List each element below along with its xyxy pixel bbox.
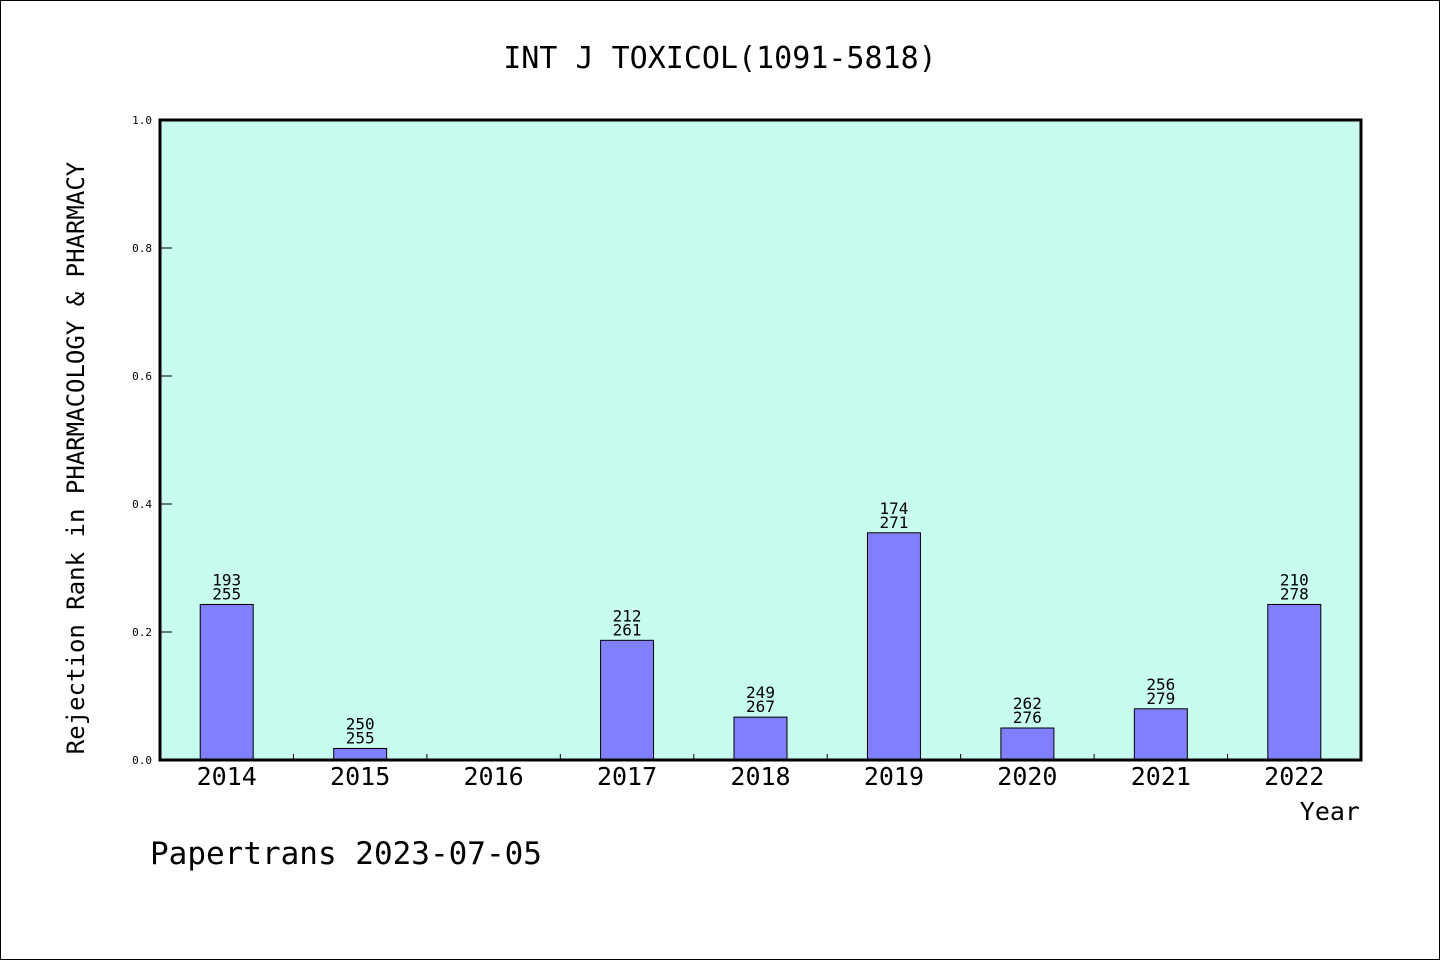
bar-2014 [199, 603, 254, 761]
x-tick-label: 2018 [730, 762, 790, 791]
bar-label-total: 271 [879, 513, 908, 532]
y-tick-label: 0.4 [132, 498, 152, 511]
footer-credit: Papertrans 2023-07-05 [150, 836, 542, 872]
y-tick-label: 1.0 [132, 114, 152, 127]
bar-2021 [1133, 708, 1188, 761]
x-axis: 2014 2015 2016 2017 2018 2019 2020 2021 2022 [197, 754, 1324, 791]
x-tick-label: 2021 [1131, 762, 1191, 791]
bar-label-total: 267 [746, 697, 775, 716]
y-tick-label: 0.6 [132, 370, 152, 383]
x-tick-label: 2019 [864, 762, 924, 791]
x-tick-label: 2016 [464, 762, 524, 791]
bar-label-rank: 249 [746, 683, 775, 702]
bar-label-rank: 262 [1013, 694, 1042, 713]
chart-title: INT J TOXICOL(1091-5818) [503, 41, 936, 76]
bar-label-total: 261 [613, 620, 642, 639]
y-tick-label: 0.8 [132, 242, 152, 255]
x-tick-label: 2015 [330, 762, 390, 791]
bar-label-rank: 210 [1280, 570, 1309, 589]
bar-series [199, 532, 1322, 761]
bar-2015 [333, 747, 388, 761]
x-tick-label: 2022 [1264, 762, 1324, 791]
bar-labels: 1932552502552122612492671742712622762562… [212, 499, 1308, 748]
y-axis-label: Rejection Rank in PHARMACOLOGY & PHARMAC… [62, 161, 90, 754]
y-tick-label: 0.0 [132, 754, 152, 767]
bar-label-rank: 256 [1146, 675, 1175, 694]
bar-label-rank: 193 [212, 570, 241, 589]
plot-border [158, 118, 1363, 762]
bar-label-total: 276 [1013, 708, 1042, 727]
bar-label-rank: 250 [346, 714, 375, 733]
x-tick-label: 2014 [197, 762, 257, 791]
x-tick-label: 2017 [597, 762, 657, 791]
bar-2017 [600, 639, 655, 761]
y-axis: 0.0 0.2 0.4 0.6 0.8 1.0 [132, 114, 172, 767]
y-tick-label: 0.2 [132, 626, 152, 639]
bar-2018 [733, 716, 788, 761]
bar-label-total: 255 [212, 584, 241, 603]
bar-label-rank: 174 [879, 499, 908, 518]
bar-label-total: 279 [1146, 689, 1175, 708]
bar-2019 [866, 532, 921, 761]
plot-area [160, 120, 1361, 760]
bar-label-total: 278 [1280, 584, 1309, 603]
bar-2022 [1267, 603, 1322, 761]
bar-label-rank: 212 [613, 606, 642, 625]
x-tick-label: 2020 [997, 762, 1057, 791]
bar-label-total: 255 [346, 728, 375, 747]
bar-2020 [1000, 727, 1055, 761]
x-axis-label: Year [1300, 797, 1360, 826]
